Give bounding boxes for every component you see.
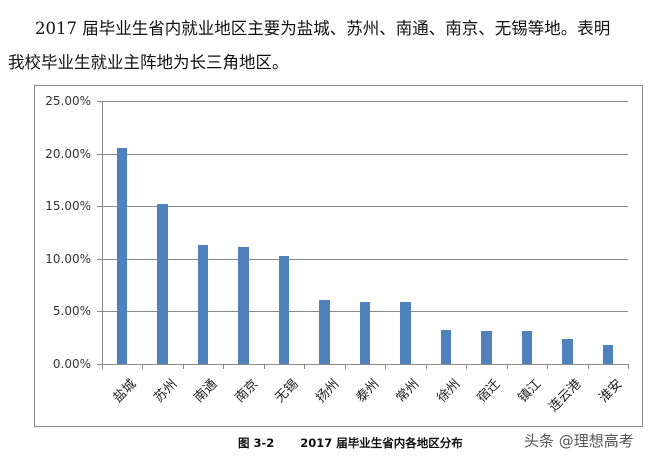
- x-axis-tick: [304, 364, 305, 369]
- figure-number: 图 3-2: [238, 436, 275, 450]
- x-axis-tick: [345, 364, 346, 369]
- y-axis-tick-label: 15.00%: [45, 199, 91, 213]
- bar-泰州: [359, 302, 371, 364]
- gridline: [97, 206, 628, 207]
- bar-扬州: [319, 299, 330, 364]
- bar-常州: [400, 302, 411, 364]
- x-axis-tick: [466, 364, 467, 369]
- bar-徐州: [440, 330, 452, 364]
- y-axis-tick-label: 5.00%: [52, 304, 91, 318]
- y-axis-tick-label: 20.00%: [45, 147, 91, 161]
- x-axis-tick: [385, 364, 386, 369]
- x-axis-tick: [426, 364, 427, 369]
- bar-苏州: [157, 204, 168, 364]
- x-axis-tick: [264, 364, 265, 369]
- x-axis-tick: [142, 364, 143, 369]
- x-axis-tick: [588, 364, 589, 369]
- chart-frame: [34, 85, 643, 427]
- x-axis-tick: [183, 364, 184, 369]
- paragraph-line-2: 我校毕业生就业主阵地为长三角地区。: [8, 53, 289, 72]
- watermark: 头条 @理想高考: [524, 432, 634, 450]
- bar-宿迁: [481, 331, 492, 364]
- bar-盐城: [116, 148, 128, 364]
- gridline: [97, 364, 628, 365]
- bar-南京: [238, 247, 249, 364]
- intro-paragraph: 2017 届毕业生省内就业地区主要为盐城、苏州、南通、南京、无锡等地。表明 我校…: [8, 12, 648, 80]
- x-axis-tick: [547, 364, 548, 369]
- bar-淮安: [602, 345, 614, 364]
- bar-南通: [197, 245, 209, 364]
- figure-title: 2017 届毕业生省内各地区分布: [300, 436, 463, 450]
- y-axis-tick-label: 25.00%: [45, 94, 91, 108]
- y-axis-tick-label: 0.00%: [52, 357, 91, 371]
- gridline: [97, 259, 628, 260]
- bar-无锡: [278, 255, 290, 364]
- bar-镇江: [521, 331, 533, 364]
- x-axis-tick: [102, 364, 103, 369]
- paragraph-line-1: 2017 届毕业生省内就业地区主要为盐城、苏州、南通、南京、无锡等地。表明: [35, 19, 611, 38]
- x-axis-tick: [507, 364, 508, 369]
- y-axis-line: [102, 101, 103, 364]
- x-axis-tick: [628, 364, 629, 369]
- gridline: [97, 154, 628, 155]
- y-axis-tick-label: 10.00%: [45, 252, 91, 266]
- gridline: [97, 101, 628, 102]
- bar-连云港: [562, 338, 573, 364]
- x-axis-tick: [223, 364, 224, 369]
- figure-caption: 图 3-2 2017 届毕业生省内各地区分布: [238, 435, 463, 451]
